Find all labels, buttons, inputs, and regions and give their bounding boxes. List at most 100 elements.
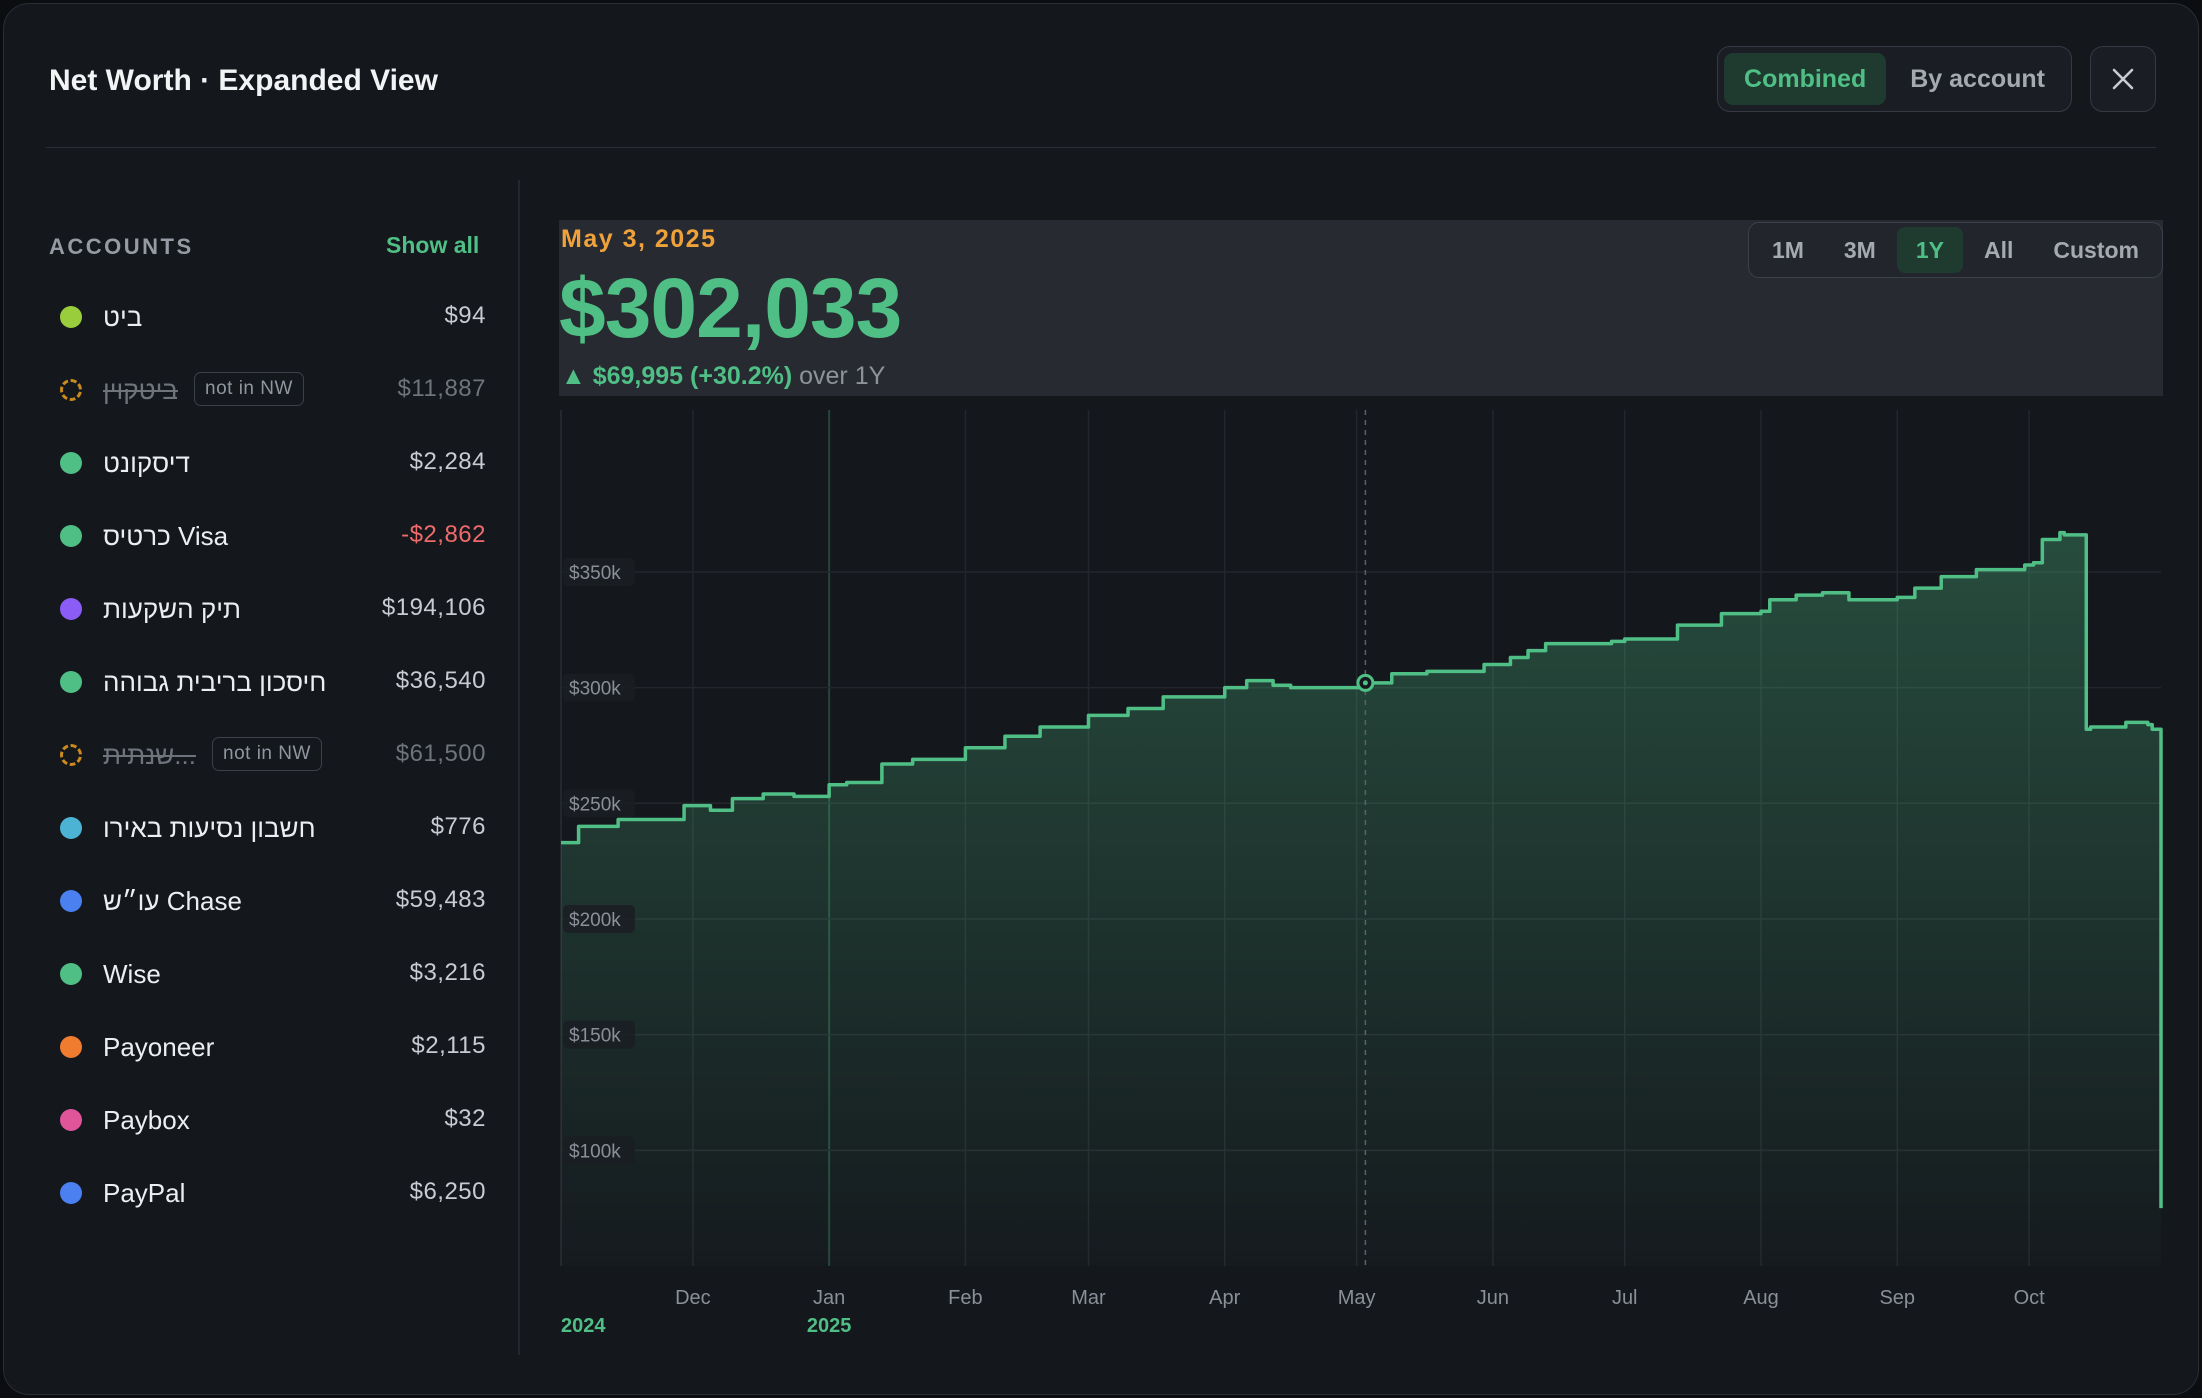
x-tick-label: Feb xyxy=(948,1287,982,1309)
trend-up-icon: ▲ xyxy=(561,362,586,390)
x-tick-label: Dec xyxy=(675,1287,711,1309)
account-row[interactable]: דיסקונט $2,284 xyxy=(46,426,486,499)
y-tick-label-bg xyxy=(563,557,635,586)
x-tick-label: Apr xyxy=(1209,1287,1240,1309)
year-label: 2024 xyxy=(561,1315,606,1337)
account-color-dot xyxy=(60,525,82,547)
net-worth-area xyxy=(561,532,2161,1266)
y-tick-label: $200k xyxy=(569,910,621,931)
hover-point-center xyxy=(1362,680,1368,686)
combined-view-button[interactable]: Combined xyxy=(1724,53,1887,105)
chart-panel: May 3, 2025 $302,033 ▲ $69,995 (+30.2%) … xyxy=(559,220,2163,1350)
x-tick-label: Aug xyxy=(1743,1287,1779,1309)
account-color-dot xyxy=(60,452,82,474)
account-name: PayPal xyxy=(103,1178,186,1208)
net-worth-chart[interactable]: $100k $150k $200k $250k $300k $350k Dec Jan Feb M… xyxy=(559,410,2163,1350)
account-value: $6,250 xyxy=(409,1178,486,1205)
not-in-nw-badge: not in NW xyxy=(212,737,322,771)
net-worth-line xyxy=(561,530,2163,1209)
x-tick-label: Sep xyxy=(1879,1287,1915,1309)
account-row[interactable]: חשבון נסיעות באירו $776 xyxy=(46,791,486,864)
net-worth-value: $302,033 xyxy=(559,261,902,355)
modal-header: Net Worth · Expanded View Combined By ac… xyxy=(46,4,2156,148)
account-row[interactable]: תיק השקעות $194,106 xyxy=(46,572,486,645)
range-3m-button[interactable]: 3M xyxy=(1843,236,1876,263)
account-color-dot xyxy=(60,1109,82,1131)
by-account-view-button[interactable]: By account xyxy=(1910,64,2045,93)
account-color-dot xyxy=(60,890,82,912)
close-button[interactable] xyxy=(2090,46,2156,112)
close-icon xyxy=(2112,68,2134,90)
x-tick-label: Jan xyxy=(813,1287,845,1309)
y-tick-label: $300k xyxy=(569,679,621,700)
account-value: $94 xyxy=(444,302,486,329)
change-period: over 1Y xyxy=(799,362,886,390)
page-title: Net Worth · Expanded View xyxy=(49,64,438,97)
x-tick-label: Mar xyxy=(1071,1287,1106,1309)
account-row[interactable]: PayPal $6,250 xyxy=(46,1156,486,1229)
account-name: חשבון נסיעות באירו xyxy=(103,813,316,843)
y-tick-label: $350k xyxy=(569,563,621,584)
x-tick-label: May xyxy=(1338,1287,1376,1309)
account-color-dot xyxy=(60,598,82,620)
accounts-heading: ACCOUNTS xyxy=(49,234,194,259)
range-custom-button[interactable]: Custom xyxy=(2053,236,2139,263)
y-tick-label-bg xyxy=(563,1020,635,1049)
y-tick-label-bg xyxy=(563,904,635,933)
y-tick-label-bg xyxy=(563,673,635,702)
account-value: $2,115 xyxy=(411,1032,486,1059)
year-label: 2025 xyxy=(807,1315,852,1337)
account-name: כרטיס Visa xyxy=(103,521,229,551)
account-color-dot xyxy=(60,817,82,839)
y-tick-label-bg xyxy=(563,789,635,818)
account-value: $36,540 xyxy=(395,667,486,694)
range-1m-button[interactable]: 1M xyxy=(1771,236,1804,263)
not-in-nw-badge: not in NW xyxy=(194,372,304,406)
selected-date: May 3, 2025 xyxy=(561,225,717,253)
account-row[interactable]: ביט $94 xyxy=(46,280,486,353)
account-value: $3,216 xyxy=(409,959,486,986)
account-color-dot xyxy=(60,306,82,328)
account-name: דיסקונט xyxy=(103,448,190,478)
account-color-dot xyxy=(60,744,82,766)
range-selector: 1M 3M 1Y All Custom xyxy=(1747,222,2163,278)
account-name: Payoneer xyxy=(103,1032,215,1062)
account-name: עו״ש Chase xyxy=(103,886,242,916)
account-row[interactable]: ביטקוין $11,887 not in NW xyxy=(46,353,486,426)
account-row[interactable]: כרטיס Visa -$2,862 xyxy=(46,499,486,572)
account-row[interactable]: שנתית... $61,500 not in NW xyxy=(46,718,486,791)
show-all-button[interactable]: Show all xyxy=(386,232,480,258)
account-name: שנתית... xyxy=(103,740,196,770)
change-summary: ▲ $69,995 (+30.2%) over 1Y xyxy=(561,362,885,391)
account-value: $61,500 xyxy=(395,740,486,767)
account-value: $11,887 xyxy=(397,375,486,402)
account-name: Paybox xyxy=(103,1105,190,1135)
account-row[interactable]: Wise $3,216 xyxy=(46,937,486,1010)
account-row[interactable]: Payoneer $2,115 xyxy=(46,1010,486,1083)
account-value: $32 xyxy=(444,1105,486,1132)
range-all-button[interactable]: All xyxy=(1983,236,2014,263)
x-tick-label: Jun xyxy=(1477,1287,1509,1309)
account-value: -$2,862 xyxy=(401,521,486,548)
account-color-dot xyxy=(60,963,82,985)
accounts-sidebar: ACCOUNTS Show all ביט $94 ביטקוין $11,887 no… xyxy=(46,180,520,1355)
account-color-dot xyxy=(60,1182,82,1204)
account-color-dot xyxy=(60,379,82,401)
account-name: ביט xyxy=(103,302,143,332)
account-value: $59,483 xyxy=(395,886,486,913)
account-name: Wise xyxy=(103,959,161,989)
change-amount: $69,995 (+30.2%) xyxy=(592,362,793,390)
account-color-dot xyxy=(60,671,82,693)
net-worth-modal: Net Worth · Expanded View Combined By ac… xyxy=(3,3,2199,1395)
account-value: $194,106 xyxy=(381,594,486,621)
y-tick-label: $150k xyxy=(569,1026,621,1047)
account-row[interactable]: Paybox $32 xyxy=(46,1083,486,1156)
account-row[interactable]: עו״ש Chase $59,483 xyxy=(46,864,486,937)
account-name: ביטקוין xyxy=(103,375,178,405)
account-color-dot xyxy=(60,1036,82,1058)
account-row[interactable]: חיסכון בריבית גבוהה $36,540 xyxy=(46,645,486,718)
x-tick-label: Oct xyxy=(2014,1287,2046,1309)
account-name: חיסכון בריבית גבוהה xyxy=(103,667,327,697)
range-1y-button[interactable]: 1Y xyxy=(1896,227,1963,273)
value-summary: May 3, 2025 $302,033 ▲ $69,995 (+30.2%) … xyxy=(559,220,2163,396)
